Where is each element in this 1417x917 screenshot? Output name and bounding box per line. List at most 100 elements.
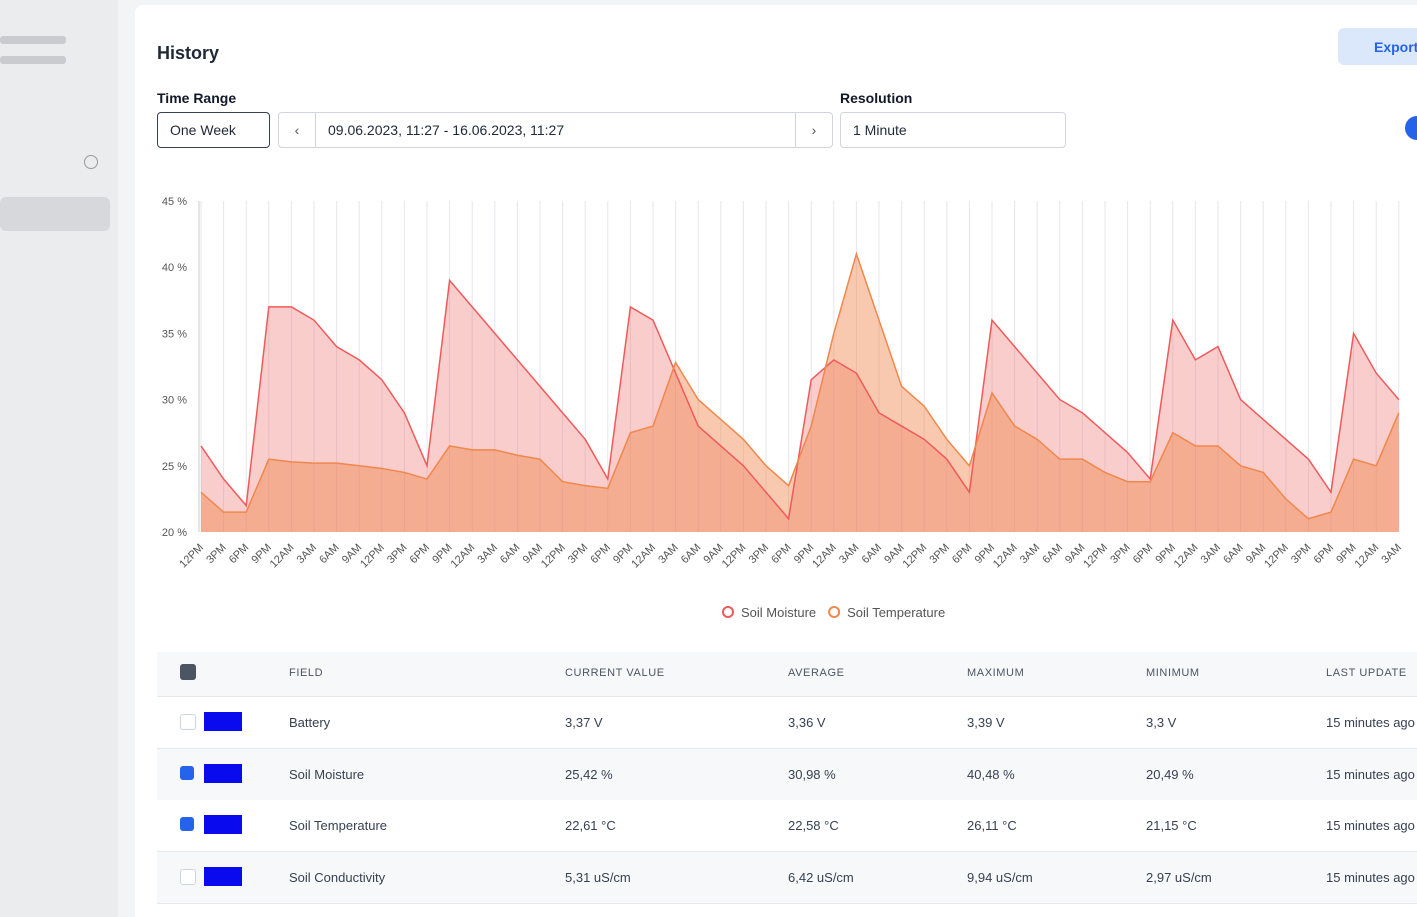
column-header: FIELD: [289, 667, 324, 679]
row-checkbox[interactable]: [180, 817, 194, 831]
legend-label: Soil Moisture: [741, 605, 816, 620]
x-tick-label: 12PM: [1262, 542, 1291, 571]
table-cell: 21,15 °C: [1146, 818, 1197, 833]
page-title: History: [157, 43, 220, 63]
x-tick-label: 12PM: [539, 542, 568, 571]
nav-item-active[interactable]: [0, 197, 110, 231]
x-tick-label: 6AM: [1221, 542, 1245, 566]
x-tick-label: 12AM: [810, 542, 839, 571]
sparkline: [204, 712, 242, 731]
x-tick-label: 12AM: [268, 542, 297, 571]
resolution-value: 1 Minute: [853, 122, 907, 138]
blurred-text: [0, 56, 66, 64]
x-tick-label: 3PM: [927, 542, 951, 566]
x-tick-label: 12PM: [358, 542, 387, 571]
table-cell: Soil Conductivity: [289, 869, 386, 885]
blurred-text: [0, 36, 66, 44]
y-tick-label: 20 %: [162, 527, 187, 539]
x-tick-label: 12AM: [449, 542, 478, 571]
row-checkbox[interactable]: [180, 714, 196, 730]
table-cell: 15 minutes ago: [1326, 869, 1415, 885]
table-cell: Battery: [289, 715, 331, 730]
column-header: AVERAGE: [788, 667, 845, 679]
table-cell: 26,11 °C: [967, 818, 1017, 833]
x-tick-label: 6AM: [1040, 542, 1064, 566]
row-checkbox[interactable]: [180, 868, 196, 885]
table-cell: 30,98 %: [788, 766, 836, 782]
x-tick-label: 6AM: [317, 542, 341, 566]
x-tick-label: 6PM: [408, 542, 432, 566]
table-row: [157, 851, 1417, 904]
table-cell: Soil Temperature: [289, 818, 388, 833]
x-tick-label: 12PM: [177, 542, 206, 571]
prev-button[interactable]: ‹: [279, 113, 316, 147]
x-tick-label: 12AM: [1353, 542, 1382, 571]
toggle[interactable]: [1405, 116, 1417, 140]
table-cell: 15 minutes ago: [1326, 818, 1415, 833]
sidebar: [0, 0, 118, 917]
date-range-value[interactable]: 09.06.2023, 11:27 - 16.06.2023, 11:27: [328, 122, 565, 138]
header-checkbox[interactable]: [180, 664, 196, 680]
x-tick-label: 3PM: [1289, 542, 1313, 566]
column-header: LAST UPDATE: [1326, 667, 1407, 679]
row-checkbox[interactable]: [180, 765, 194, 780]
legend-marker: [722, 606, 734, 618]
x-tick-label: 3AM: [1018, 542, 1042, 566]
column-header: CURRENT VALUE: [565, 667, 665, 679]
x-tick-label: 3AM: [1199, 542, 1223, 566]
x-tick-label: 6PM: [227, 542, 251, 566]
export-label: Export: [1374, 38, 1417, 55]
x-tick-label: 6PM: [1131, 542, 1155, 566]
next-button[interactable]: ›: [795, 113, 832, 147]
x-tick-label: 6PM: [1312, 542, 1336, 566]
table-cell: 5,31 uS/cm: [565, 869, 631, 885]
x-tick-label: 6AM: [498, 542, 522, 566]
x-tick-label: 6PM: [588, 542, 612, 566]
sparkline: [204, 763, 242, 783]
table-cell: 20,49 %: [1146, 766, 1194, 782]
time-range-value: One Week: [170, 122, 236, 138]
chart: 20 %25 %30 %35 %40 %45 %12PM3PM6PM9PM12A…: [162, 196, 1404, 620]
x-tick-label: 3PM: [385, 542, 409, 566]
x-tick-label: 3PM: [1108, 542, 1132, 566]
x-tick-label: 6PM: [950, 542, 974, 566]
legend-marker: [828, 606, 841, 618]
y-tick-label: 35 %: [162, 328, 187, 340]
legend-label: Soil Temperature: [847, 605, 945, 620]
y-tick-label: 30 %: [162, 395, 187, 407]
table-cell: 9,94 uS/cm: [967, 869, 1033, 885]
table-cell: 3,3 V: [1146, 715, 1177, 730]
x-tick-label: 12AM: [1172, 542, 1201, 571]
table-row: [157, 697, 1417, 749]
x-tick-label: 3PM: [747, 542, 771, 566]
resolution-select[interactable]: 1 Minute: [840, 112, 1066, 148]
table-cell: 2,97 uS/cm: [1146, 869, 1212, 885]
time-range-select[interactable]: One Week: [157, 112, 270, 148]
settings-icon[interactable]: [84, 155, 98, 169]
area: [201, 253, 1399, 532]
x-tick-label: 3AM: [656, 542, 680, 566]
x-tick-label: 6AM: [860, 542, 884, 566]
x-tick-label: 12PM: [720, 542, 749, 571]
x-tick-label: 3PM: [204, 542, 228, 566]
x-tick-label: 12AM: [991, 542, 1020, 571]
line: [200, 251, 1400, 520]
table-cell: 22,58 °C: [788, 818, 839, 833]
table-cell: 22,61 °C: [565, 818, 616, 833]
export-button[interactable]: Export: [1338, 28, 1417, 65]
x-tick-label: 12AM: [629, 542, 658, 571]
column-header: MINIMUM: [1146, 667, 1200, 679]
x-tick-label: 12PM: [901, 542, 930, 571]
y-tick-label: 45 %: [162, 196, 187, 208]
table-cell: 15 minutes ago: [1326, 766, 1415, 782]
table-cell: 3,39 V: [967, 715, 1005, 730]
x-tick-label: 3AM: [295, 542, 319, 566]
table-cell: 6,42 uS/cm: [788, 869, 854, 885]
table-cell: 25,42 %: [565, 766, 613, 782]
y-tick-label: 25 %: [162, 461, 187, 473]
date-range: ‹ 09.06.2023, 11:27 - 16.06.2023, 11:27 …: [278, 112, 833, 148]
y-tick-label: 40 %: [162, 262, 187, 274]
x-tick-label: 3PM: [566, 542, 590, 566]
x-tick-label: 3AM: [475, 542, 499, 566]
